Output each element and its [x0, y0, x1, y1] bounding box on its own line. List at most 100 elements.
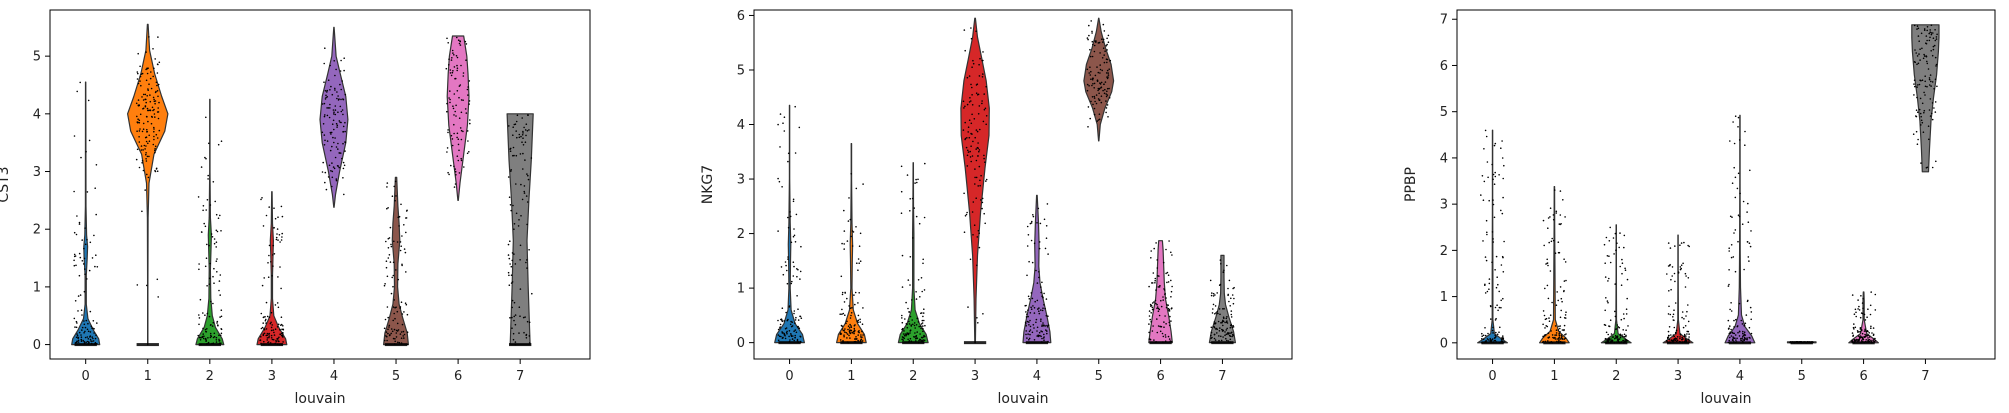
jitter-point	[858, 330, 860, 332]
jitter-point	[975, 30, 977, 32]
jitter-point	[1229, 305, 1231, 307]
jitter-point	[972, 140, 974, 143]
jitter-point	[510, 282, 513, 284]
jitter-point	[1091, 84, 1093, 87]
jitter-point	[1107, 34, 1110, 37]
jitter-point	[84, 326, 87, 329]
jitter-point	[323, 81, 325, 83]
jitter-point	[1558, 336, 1560, 339]
jitter-point	[203, 222, 205, 225]
jitter-point	[793, 265, 795, 268]
jitter-point	[1917, 27, 1920, 30]
jitter-point	[1913, 79, 1916, 81]
jitter-point	[978, 150, 980, 153]
jitter-point	[321, 103, 324, 105]
jitter-point	[156, 84, 158, 87]
jitter-point	[858, 245, 861, 247]
jitter-point	[1729, 332, 1732, 334]
jitter-point	[1486, 233, 1488, 236]
jitter-point	[1045, 225, 1048, 227]
jitter-point	[1919, 97, 1922, 100]
y-tick-label: 0	[33, 338, 41, 353]
jitter-point	[780, 318, 782, 321]
jitter-point	[1729, 336, 1731, 339]
jitter-point	[383, 284, 386, 287]
jitter-point	[984, 161, 986, 163]
jitter-point	[1625, 334, 1627, 337]
jitter-point	[1214, 294, 1216, 296]
jitter-point	[454, 170, 457, 173]
jitter-point	[1912, 133, 1915, 135]
jitter-point	[790, 282, 793, 285]
jitter-point	[219, 294, 221, 296]
jitter-point	[1502, 271, 1505, 273]
jitter-point	[1101, 57, 1104, 59]
jitter-point	[200, 336, 202, 339]
jitter-point	[145, 136, 148, 138]
jitter-point	[1935, 38, 1938, 40]
jitter-point	[144, 105, 147, 107]
jitter-point	[1102, 41, 1104, 43]
violin-5	[1083, 17, 1115, 142]
jitter-point	[458, 172, 461, 174]
jitter-point	[1853, 340, 1856, 342]
zero-strip	[1852, 341, 1875, 345]
jitter-point	[1865, 335, 1867, 338]
jitter-point	[1154, 299, 1157, 302]
jitter-point	[1872, 327, 1875, 329]
jitter-point	[846, 320, 848, 323]
jitter-point	[843, 230, 846, 232]
jitter-point	[901, 328, 903, 331]
jitter-point	[462, 75, 465, 77]
jitter-point	[1933, 107, 1935, 109]
jitter-point	[1213, 322, 1216, 325]
jitter-point	[908, 323, 911, 325]
jitter-point	[202, 327, 204, 330]
jitter-point	[394, 340, 397, 343]
jitter-point	[1227, 294, 1229, 297]
jitter-point	[1734, 196, 1737, 199]
jitter-point	[275, 340, 278, 343]
jitter-point	[86, 191, 89, 193]
jitter-point	[787, 216, 789, 219]
jitter-point	[214, 200, 216, 203]
jitter-point	[325, 188, 328, 191]
jitter-point	[1749, 306, 1752, 309]
jitter-point	[154, 170, 157, 173]
jitter-point	[469, 122, 471, 125]
jitter-point	[450, 74, 453, 77]
jitter-point	[204, 156, 206, 159]
jitter-point	[1106, 90, 1108, 93]
jitter-point	[453, 66, 456, 68]
jitter-point	[342, 161, 345, 164]
jitter-point	[1622, 313, 1625, 315]
jitter-point	[457, 143, 460, 146]
jitter-point	[1735, 318, 1737, 321]
jitter-point	[1230, 323, 1232, 326]
jitter-point	[1862, 297, 1864, 300]
jitter-point	[1501, 255, 1504, 258]
jitter-point	[387, 237, 390, 240]
jitter-point	[981, 76, 984, 78]
jitter-point	[1673, 272, 1676, 275]
jitter-point	[208, 277, 211, 280]
jitter-point	[1930, 85, 1932, 87]
jitter-point	[341, 157, 343, 160]
jitter-point	[1487, 332, 1489, 335]
jitter-point	[277, 216, 279, 218]
jitter-point	[518, 219, 520, 221]
jitter-point	[902, 336, 905, 339]
jitter-point	[202, 209, 204, 212]
jitter-point	[1852, 326, 1855, 329]
jitter-point	[263, 340, 265, 343]
jitter-point	[1931, 54, 1934, 57]
jitter-point	[1027, 309, 1029, 312]
jitter-point	[849, 307, 852, 310]
jitter-point	[1559, 316, 1562, 319]
jitter-point	[1045, 314, 1048, 317]
jitter-point	[1561, 335, 1563, 338]
jitter-point	[1088, 24, 1090, 27]
jitter-point	[915, 291, 917, 293]
jitter-point	[859, 321, 861, 323]
jitter-point	[219, 316, 221, 318]
